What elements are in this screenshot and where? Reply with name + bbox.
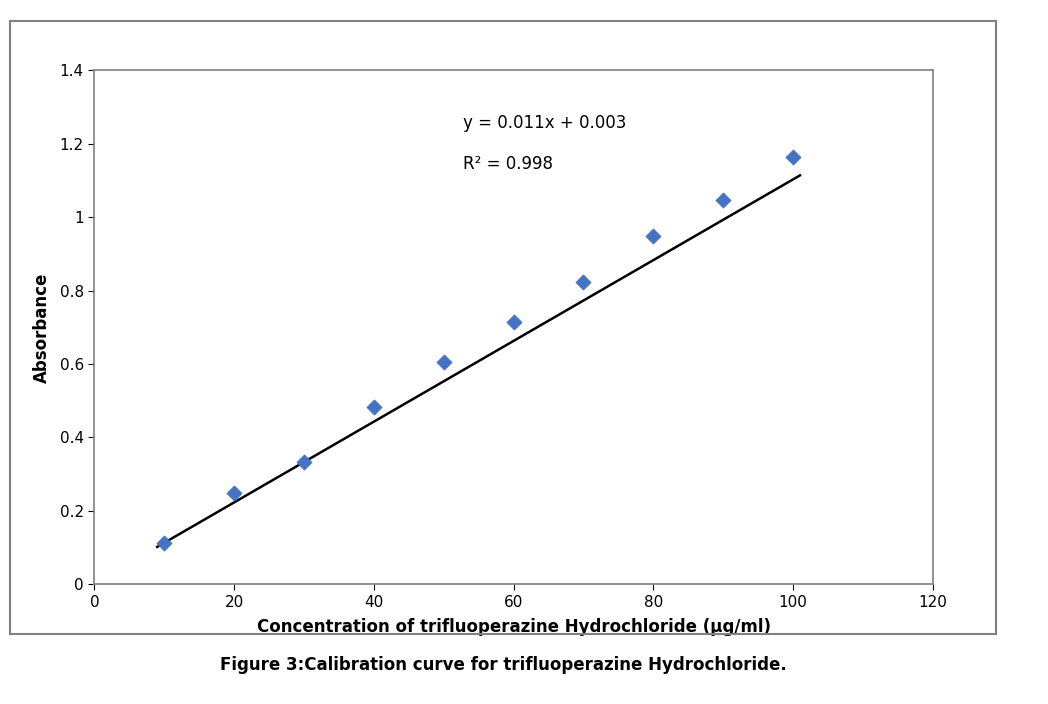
Point [785, 152, 802, 163]
Point [296, 456, 312, 467]
Point [156, 537, 173, 548]
Point [715, 194, 732, 206]
Point [225, 488, 242, 499]
Text: R² = 0.998: R² = 0.998 [463, 155, 553, 173]
Point [645, 230, 661, 241]
Point [575, 277, 592, 288]
Point [435, 357, 452, 368]
Text: Figure 3:Calibration curve for trifluoperazine Hydrochloride.: Figure 3:Calibration curve for trifluope… [220, 656, 786, 674]
X-axis label: Concentration of trifluoperazine Hydrochloride (μg/ml): Concentration of trifluoperazine Hydroch… [257, 618, 770, 636]
Y-axis label: Absorbance: Absorbance [34, 272, 51, 382]
Point [505, 316, 522, 327]
Text: y = 0.011x + 0.003: y = 0.011x + 0.003 [463, 114, 627, 132]
Point [366, 401, 383, 413]
